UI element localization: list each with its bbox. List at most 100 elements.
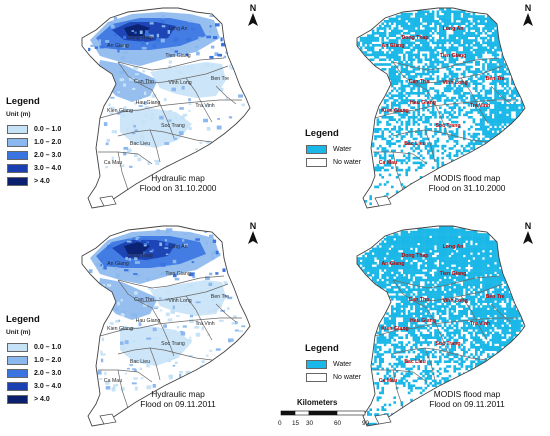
water-pixel (515, 310, 519, 313)
flood-pixel (122, 345, 125, 350)
water-pixel (439, 254, 442, 258)
water-pixel (400, 365, 404, 368)
water-pixel (472, 15, 476, 18)
water-pixel (484, 283, 488, 287)
water-pixel (503, 87, 507, 90)
water-pixel (403, 365, 406, 368)
water-pixel (482, 125, 485, 129)
water-pixel (511, 92, 514, 95)
water-pixel (482, 245, 485, 248)
water-pixel (417, 68, 420, 71)
water-pixel (518, 322, 521, 325)
water-pixel (388, 130, 392, 133)
water-pixel (443, 228, 447, 231)
water-pixel (458, 22, 461, 25)
water-pixel (429, 128, 432, 131)
water-pixel (479, 324, 483, 327)
water-pixel (460, 10, 464, 13)
water-pixel (482, 262, 485, 265)
water-pixel (407, 39, 411, 42)
water-pixel (463, 233, 466, 236)
province-label: An Giang (107, 261, 129, 267)
flood-pixel (126, 240, 132, 243)
water-pixel (422, 108, 425, 112)
water-pixel (405, 262, 408, 265)
water-pixel (441, 164, 444, 167)
water-pixel (376, 168, 380, 172)
flood-pixel (209, 294, 214, 297)
water-pixel (391, 290, 394, 294)
water-pixel (455, 99, 459, 102)
water-pixel (415, 254, 418, 258)
water-pixel (443, 242, 447, 246)
flood-pixel (195, 332, 201, 337)
water-pixel (371, 39, 375, 42)
water-pixel (472, 262, 476, 265)
water-pixel (419, 341, 423, 344)
water-pixel (448, 259, 452, 263)
water-pixel (489, 271, 492, 275)
water-pixel (367, 274, 370, 277)
water-pixel (393, 250, 396, 253)
water-pixel (427, 116, 430, 119)
water-pixel (393, 48, 396, 52)
water-pixel (479, 254, 483, 258)
water-pixel (470, 336, 473, 339)
water-pixel (374, 250, 377, 253)
water-pixel (443, 128, 447, 131)
water-pixel (381, 247, 384, 251)
water-pixel (494, 242, 497, 246)
water-pixel (417, 113, 420, 117)
water-pixel (482, 120, 485, 124)
water-pixel (472, 346, 476, 349)
water-pixel (417, 367, 420, 371)
water-pixel (446, 288, 449, 291)
flood-pixel (222, 268, 226, 272)
water-pixel (381, 257, 384, 260)
water-pixel (455, 154, 459, 157)
water-pixel (470, 108, 473, 112)
hydraulic-map-panel: An Giang Dong Thap Long An Tien Giang Can Th… (0, 218, 275, 436)
water-pixel (501, 65, 504, 69)
water-pixel (407, 104, 411, 107)
water-pixel (383, 32, 387, 35)
water-pixel (381, 34, 384, 37)
water-pixel (487, 276, 490, 279)
flood-pixel (215, 252, 221, 256)
water-pixel (482, 17, 485, 21)
water-pixel (424, 310, 428, 313)
water-pixel (477, 22, 480, 25)
water-pixel (511, 298, 514, 301)
water-pixel (439, 310, 442, 313)
water-pixel (467, 53, 471, 57)
water-pixel (369, 408, 372, 411)
water-pixel (458, 15, 461, 18)
water-pixel (407, 295, 411, 299)
water-pixel (491, 80, 495, 83)
flood-pixel (128, 77, 134, 81)
water-pixel (458, 302, 461, 306)
water-pixel (412, 264, 416, 267)
water-pixel (475, 281, 478, 284)
water-pixel (477, 312, 480, 315)
water-pixel (417, 283, 420, 287)
province-boundary (98, 151, 153, 165)
water-pixel (407, 240, 411, 243)
water-pixel (477, 264, 480, 267)
water-pixel (477, 238, 480, 241)
water-pixel (405, 125, 408, 129)
water-pixel (417, 240, 420, 243)
flood-pixel (188, 339, 192, 342)
water-pixel (482, 269, 485, 272)
water-pixel (458, 108, 461, 112)
water-pixel (465, 68, 468, 71)
water-pixel (386, 128, 389, 131)
water-pixel (503, 116, 507, 119)
water-pixel (403, 350, 406, 354)
water-pixel (381, 283, 384, 287)
water-pixel (511, 334, 514, 337)
water-pixel (417, 12, 420, 16)
water-pixel (443, 29, 447, 33)
water-pixel (494, 252, 497, 255)
water-pixel (383, 343, 387, 347)
